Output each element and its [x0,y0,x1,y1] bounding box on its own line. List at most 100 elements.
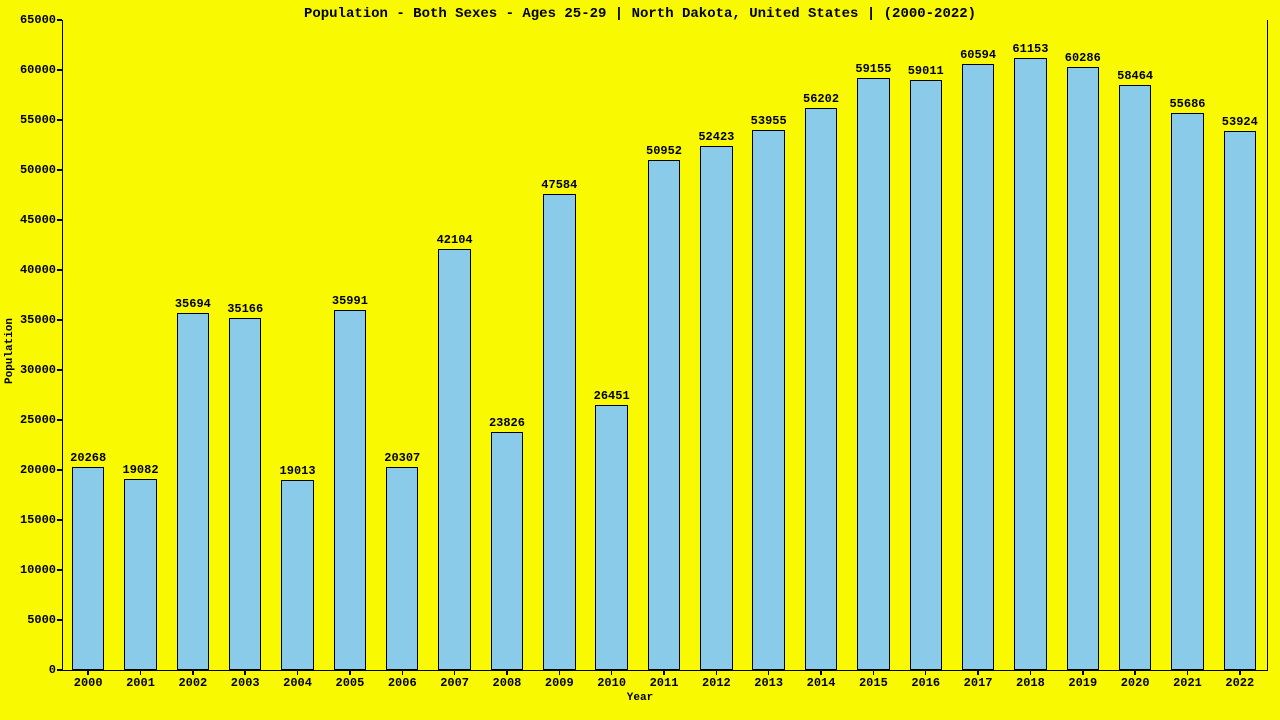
ytick-mark [57,19,62,21]
xtick-label: 2019 [1068,676,1097,690]
bar [281,480,313,670]
ytick-mark [57,119,62,121]
bar [700,146,732,670]
bar [438,249,470,670]
xtick-label: 2022 [1225,676,1254,690]
bar [648,160,680,670]
ytick-mark [57,569,62,571]
xtick-mark [559,670,561,675]
bar [124,479,156,670]
bar-value-label: 20268 [70,451,106,465]
xtick-mark [925,670,927,675]
bar [1224,131,1256,670]
bar-value-label: 60286 [1065,51,1101,65]
xtick-label: 2000 [74,676,103,690]
bar-value-label: 58464 [1117,69,1153,83]
bar [543,194,575,670]
xtick-mark [1187,670,1189,675]
ytick-mark [57,669,62,671]
bar-value-label: 55686 [1169,97,1205,111]
bar [1171,113,1203,670]
xtick-label: 2006 [388,676,417,690]
bar-value-label: 19082 [123,463,159,477]
bar-value-label: 42104 [437,233,473,247]
xtick-label: 2011 [650,676,679,690]
bar-value-label: 47584 [541,178,577,192]
xtick-mark [820,670,822,675]
ytick-mark [57,169,62,171]
xtick-mark [716,670,718,675]
xtick-mark [506,670,508,675]
bar [962,64,994,670]
ytick-mark [57,269,62,271]
xtick-label: 2010 [597,676,626,690]
bar-value-label: 53924 [1222,115,1258,129]
bar-value-label: 23826 [489,416,525,430]
bar-value-label: 35166 [227,302,263,316]
xtick-mark [611,670,613,675]
ytick-label: 55000 [20,113,56,127]
bar [177,313,209,670]
ytick-label: 40000 [20,263,56,277]
xtick-mark [244,670,246,675]
bar-value-label: 19013 [280,464,316,478]
ytick-mark [57,369,62,371]
ytick-mark [57,619,62,621]
xtick-label: 2002 [178,676,207,690]
xtick-mark [192,670,194,675]
bar-value-label: 59011 [908,64,944,78]
bar [910,80,942,670]
ytick-mark [57,469,62,471]
bar-value-label: 52423 [698,130,734,144]
xtick-mark [402,670,404,675]
xtick-mark [1239,670,1241,675]
xtick-mark [1082,670,1084,675]
bar-value-label: 35694 [175,297,211,311]
xtick-mark [297,670,299,675]
ytick-mark [57,519,62,521]
xtick-mark [768,670,770,675]
ytick-label: 60000 [20,63,56,77]
ytick-label: 45000 [20,213,56,227]
xtick-label: 2009 [545,676,574,690]
xtick-label: 2014 [807,676,836,690]
xtick-mark [454,670,456,675]
bar [1014,58,1046,670]
bar [857,78,889,670]
ytick-label: 15000 [20,513,56,527]
xtick-label: 2020 [1121,676,1150,690]
bar-value-label: 59155 [855,62,891,76]
ytick-label: 35000 [20,313,56,327]
xtick-label: 2021 [1173,676,1202,690]
xtick-mark [873,670,875,675]
ytick-label: 20000 [20,463,56,477]
xtick-label: 2013 [754,676,783,690]
xtick-label: 2001 [126,676,155,690]
ytick-mark [57,69,62,71]
xtick-mark [87,670,89,675]
xtick-label: 2012 [702,676,731,690]
bar-value-label: 20307 [384,451,420,465]
bar [752,130,784,670]
xtick-mark [977,670,979,675]
xtick-mark [1030,670,1032,675]
ytick-label: 5000 [27,613,56,627]
xtick-label: 2003 [231,676,260,690]
ytick-label: 30000 [20,363,56,377]
ytick-label: 10000 [20,563,56,577]
xtick-label: 2016 [911,676,940,690]
bar [595,405,627,670]
bar [386,467,418,670]
ytick-label: 0 [49,663,56,677]
ytick-mark [57,219,62,221]
x-axis-label: Year [627,692,653,704]
xtick-mark [140,670,142,675]
bar-value-label: 35991 [332,294,368,308]
xtick-label: 2004 [283,676,312,690]
xtick-mark [349,670,351,675]
ytick-mark [57,419,62,421]
ytick-label: 50000 [20,163,56,177]
bar [805,108,837,670]
bar-value-label: 50952 [646,144,682,158]
ytick-mark [57,319,62,321]
